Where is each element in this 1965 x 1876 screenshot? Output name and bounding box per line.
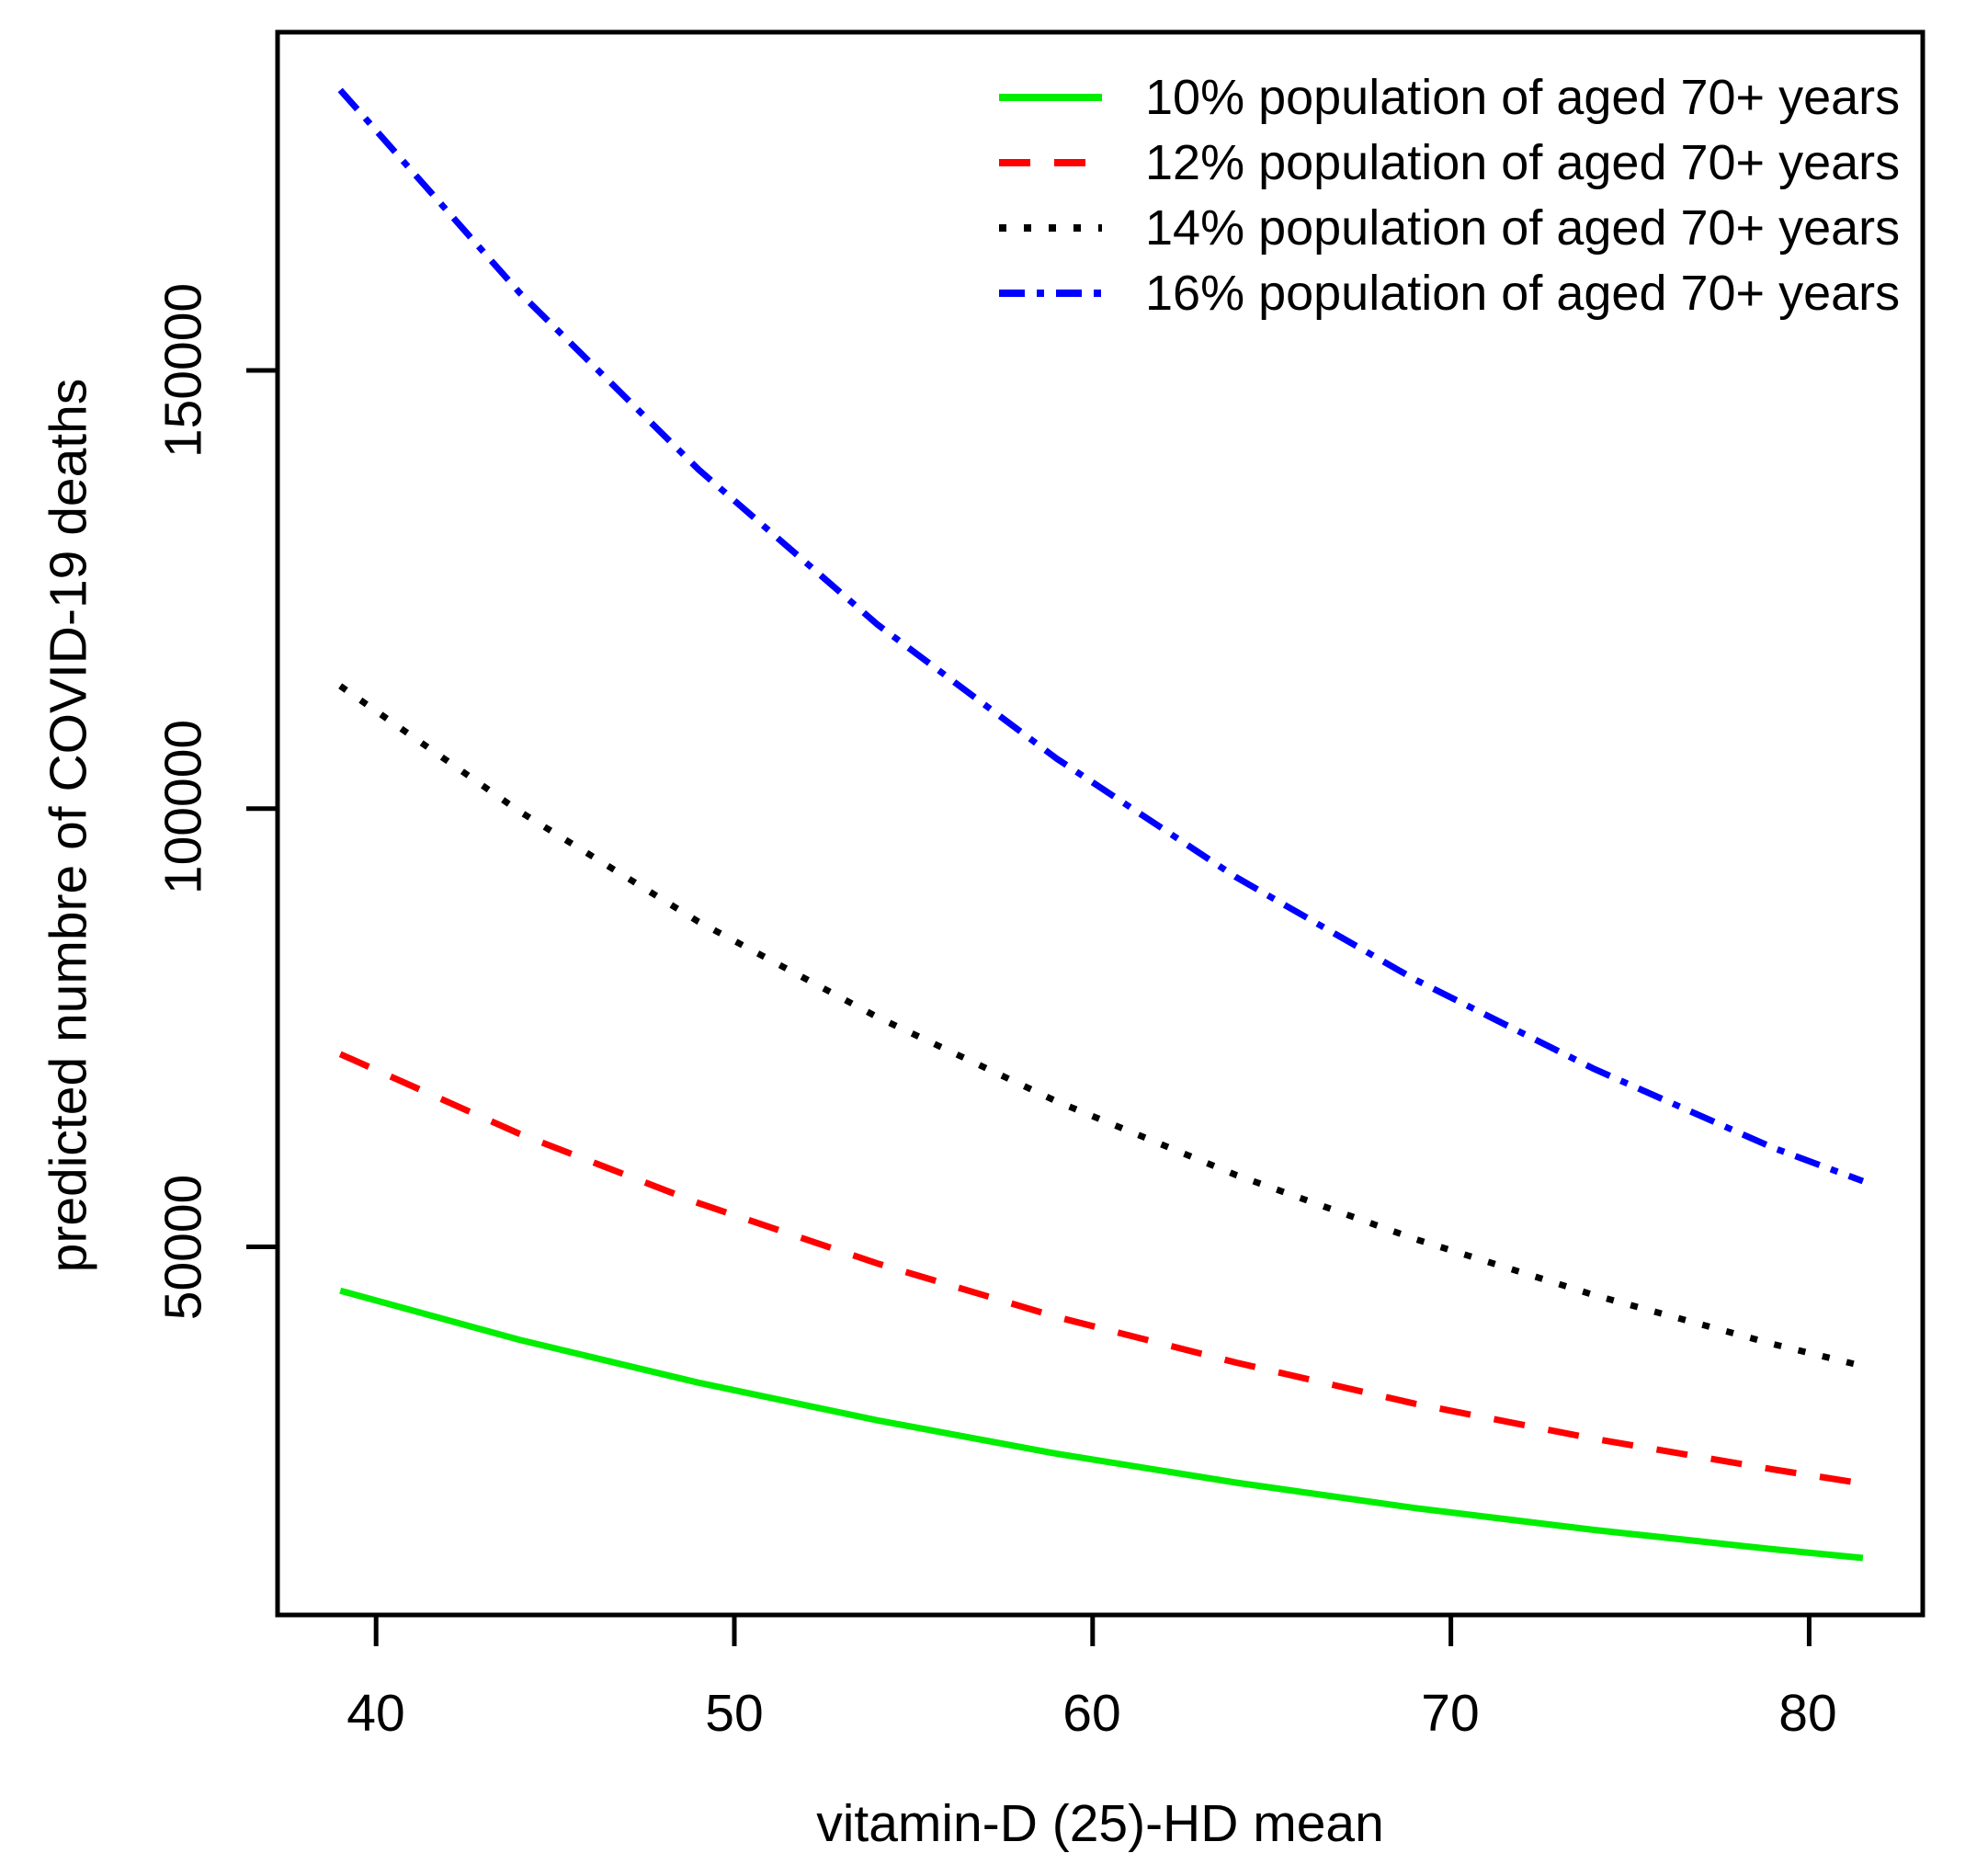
series-line — [338, 1051, 1864, 1487]
legend-item: 14% population of aged 70+ years — [997, 195, 1900, 260]
legend-line-sample-dotted-icon — [999, 223, 1102, 232]
y-tick-label: 100000 — [153, 719, 213, 895]
series-line — [338, 683, 1864, 1370]
x-tick-label: 40 — [346, 1684, 405, 1743]
y-tick-label: 150000 — [153, 282, 213, 459]
legend: 10% population of aged 70+ years 12% pop… — [997, 64, 1900, 325]
series-line — [337, 87, 1865, 1185]
x-tick-label: 70 — [1421, 1684, 1480, 1743]
x-tick-label: 50 — [705, 1684, 764, 1743]
y-axis-title: predicted numbre of COVID-19 deaths — [39, 378, 98, 1273]
legend-line-sample-dashed-icon — [999, 158, 1102, 166]
legend-line-sample-solid-icon — [999, 93, 1102, 101]
legend-label: 16% population of aged 70+ years — [1145, 265, 1901, 321]
x-tick-label: 80 — [1778, 1684, 1837, 1743]
legend-item: 16% population of aged 70+ years — [997, 260, 1900, 325]
legend-label: 10% population of aged 70+ years — [1145, 69, 1901, 125]
x-tick-label: 60 — [1062, 1684, 1121, 1743]
legend-label: 12% population of aged 70+ years — [1145, 134, 1901, 190]
legend-item: 10% population of aged 70+ years — [997, 64, 1900, 130]
series-line — [339, 1287, 1864, 1562]
legend-label: 14% population of aged 70+ years — [1145, 199, 1901, 256]
legend-item: 12% population of aged 70+ years — [997, 130, 1900, 195]
plot-frame — [275, 29, 1925, 1618]
x-axis-title: vitamin-D (25)-HD mean — [816, 1794, 1384, 1853]
y-tick-label: 50000 — [153, 1174, 213, 1321]
legend-line-sample-dashdot-icon — [999, 289, 1102, 297]
